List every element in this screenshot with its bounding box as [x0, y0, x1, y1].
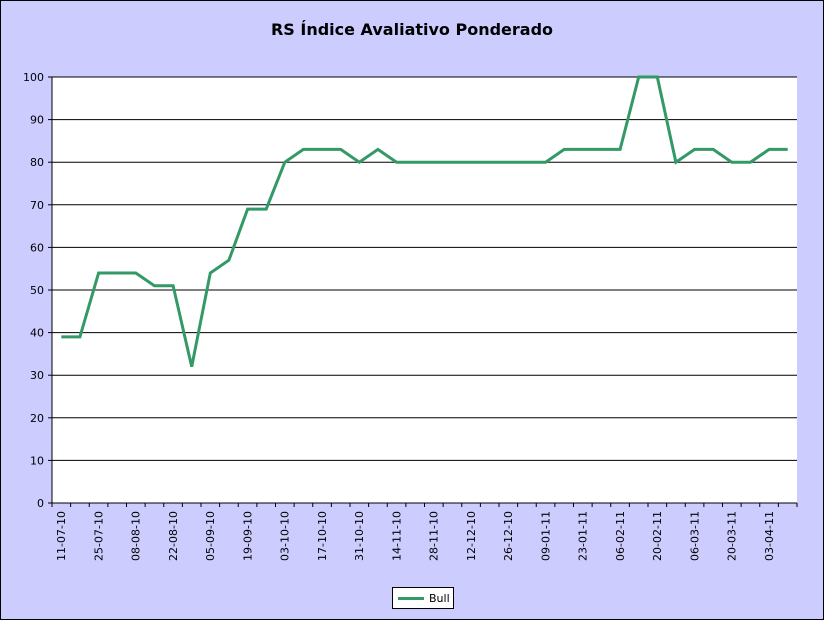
x-tick-label: 20-02-11 [651, 511, 664, 561]
y-tick-label: 0 [37, 497, 44, 510]
x-tick-label: 26-12-10 [502, 511, 515, 561]
x-tick-label: 17-10-10 [316, 511, 329, 561]
x-tick-label: 03-04-11 [763, 511, 776, 561]
x-tick-label: 23-01-11 [577, 511, 590, 561]
legend-swatch-bull [398, 596, 424, 600]
x-tick-label: 08-08-10 [130, 511, 143, 561]
y-tick-label: 10 [30, 454, 44, 467]
x-tick-label: 31-10-10 [353, 511, 366, 561]
legend-label-bull: Bull [429, 591, 450, 605]
x-tick-label: 05-09-10 [204, 511, 217, 561]
x-tick-label: 19-09-10 [241, 511, 254, 561]
y-tick-label: 80 [30, 156, 44, 169]
y-tick-label: 90 [30, 114, 44, 127]
y-tick-label: 60 [30, 241, 44, 254]
x-tick-label: 14-11-10 [390, 511, 403, 561]
x-tick-label: 06-03-11 [688, 511, 701, 561]
x-tick-label: 20-03-11 [726, 511, 739, 561]
y-tick-label: 100 [23, 71, 44, 84]
y-tick-label: 20 [30, 412, 44, 425]
y-tick-label: 30 [30, 369, 44, 382]
y-tick-label: 40 [30, 327, 44, 340]
x-tick-label: 03-10-10 [279, 511, 292, 561]
x-tick-label: 11-07-10 [55, 511, 68, 561]
legend: Bull [392, 587, 454, 609]
chart-title: RS Índice Avaliativo Ponderado [270, 20, 554, 39]
x-tick-label: 06-02-11 [614, 511, 627, 561]
x-tick-label: 28-11-10 [428, 511, 441, 561]
x-tick-label: 22-08-10 [167, 511, 180, 561]
y-tick-label: 70 [30, 199, 44, 212]
series-line-bull [61, 75, 788, 368]
x-tick-label: 25-07-10 [92, 511, 105, 561]
x-tick-label: 12-12-10 [465, 511, 478, 561]
y-tick-label: 50 [30, 284, 44, 297]
x-tick-label: 09-01-11 [539, 511, 552, 561]
